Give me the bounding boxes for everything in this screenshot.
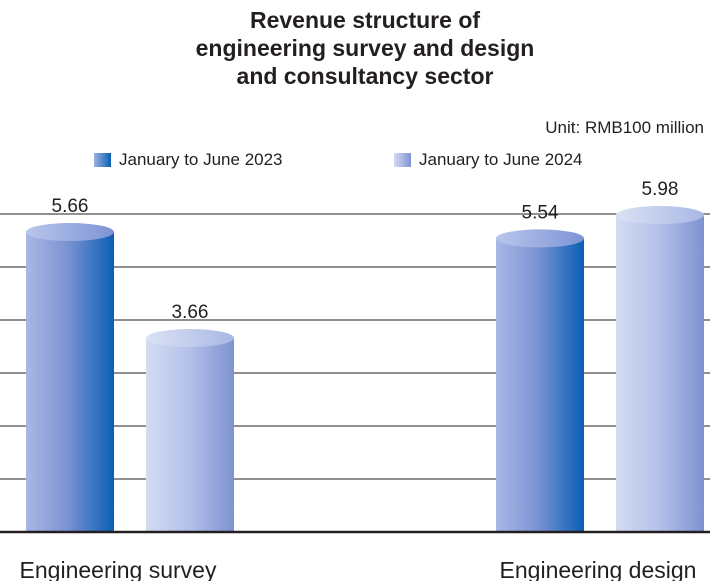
bar-value-label: 5.98	[642, 179, 679, 200]
bar-body	[616, 215, 704, 532]
category-label: Engineering survey	[20, 557, 217, 581]
chart-title: Revenue structure of engineering survey …	[0, 6, 710, 90]
bar-cap	[616, 206, 704, 225]
legend-label-2024: January to June 2024	[419, 150, 583, 169]
title-line-2: engineering survey and design	[195, 35, 535, 61]
legend-item-2024: January to June 2024	[394, 150, 583, 170]
title-line-1: Revenue structure of	[249, 7, 481, 33]
title-line-3: and consultancy sector	[236, 63, 494, 89]
bar-body	[146, 338, 234, 532]
bar-value-label: 5.66	[52, 196, 89, 217]
legend-swatch-2024	[394, 153, 411, 167]
bar-value-label: 5.54	[522, 202, 559, 223]
bar-cap	[146, 329, 234, 348]
bar-2024-survey: 3.66	[146, 302, 234, 532]
bar-cap	[26, 223, 114, 242]
legend-swatch-2023	[94, 153, 111, 167]
bar-cap	[496, 229, 584, 248]
category-label: Engineering design	[500, 557, 697, 581]
bar-body	[496, 238, 584, 532]
legend: January to June 2023 January to June 202…	[0, 150, 710, 174]
bar-value-label: 3.66	[172, 302, 209, 323]
legend-label-2023: January to June 2023	[119, 150, 283, 169]
bar-2023-survey: 5.66	[26, 196, 114, 532]
bar-body	[26, 232, 114, 532]
category-labels: Engineering survey Engineering design	[20, 557, 697, 581]
gridlines	[0, 213, 710, 480]
bars: 5.66 3.66 5.54 5.98	[26, 179, 704, 532]
bar-2023-design: 5.54	[496, 202, 584, 532]
unit-label: Unit: RMB100 million	[545, 118, 704, 137]
bar-2024-design: 5.98	[616, 179, 704, 532]
legend-item-2023: January to June 2023	[94, 150, 283, 170]
